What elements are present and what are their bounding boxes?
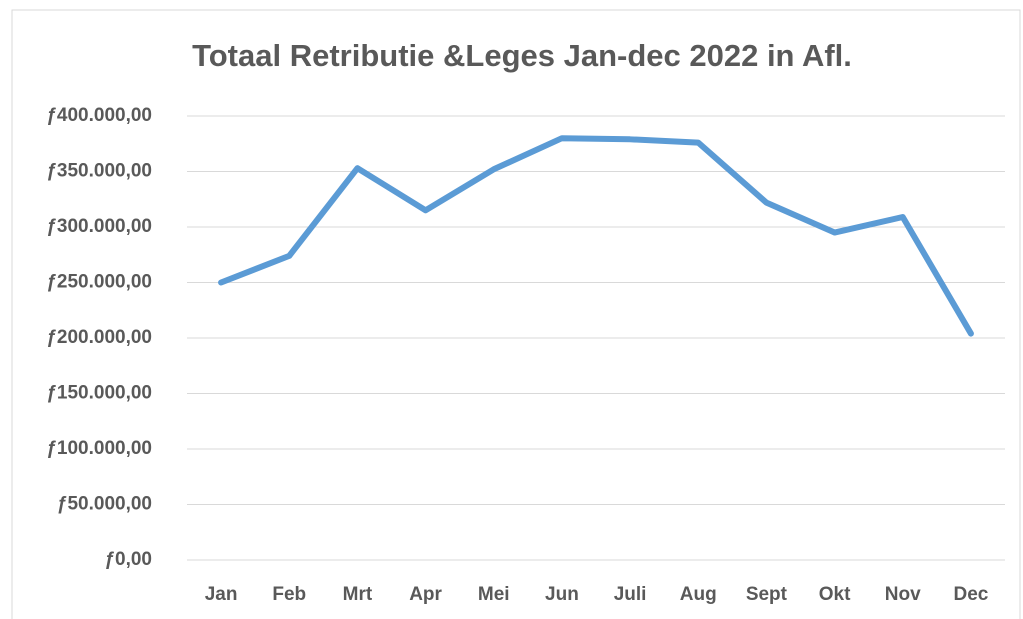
y-tick-label: ƒ50.000,00 [57, 494, 152, 515]
x-tick-label: Jan [205, 584, 238, 605]
chart-title: Totaal Retributie &Leges Jan-dec 2022 in… [192, 38, 852, 73]
chart-frame [11, 9, 1021, 619]
x-tick-label: Jun [545, 584, 579, 605]
x-tick-label: Feb [272, 584, 306, 605]
x-tick-label: Aug [680, 584, 717, 605]
y-tick-label: ƒ200.000,00 [46, 327, 152, 348]
x-tick-label: Apr [409, 584, 442, 605]
x-tick-label: Nov [885, 584, 921, 605]
data-line [218, 135, 974, 337]
x-tick-label: Dec [953, 584, 988, 605]
x-tick-label: Okt [819, 584, 851, 605]
x-tick-label: Sept [746, 584, 788, 605]
x-tick-label: Mei [478, 584, 510, 605]
y-tick-label: ƒ350.000,00 [46, 161, 152, 182]
y-tick-label: ƒ0,00 [104, 549, 152, 570]
x-tick-label: Juli [614, 584, 647, 605]
y-tick-label: ƒ150.000,00 [46, 383, 152, 404]
y-tick-label: ƒ250.000,00 [46, 272, 152, 293]
x-tick-label: Mrt [343, 584, 373, 605]
y-tick-label: ƒ100.000,00 [46, 438, 152, 459]
y-tick-label: ƒ400.000,00 [46, 105, 152, 126]
y-tick-label: ƒ300.000,00 [46, 216, 152, 237]
